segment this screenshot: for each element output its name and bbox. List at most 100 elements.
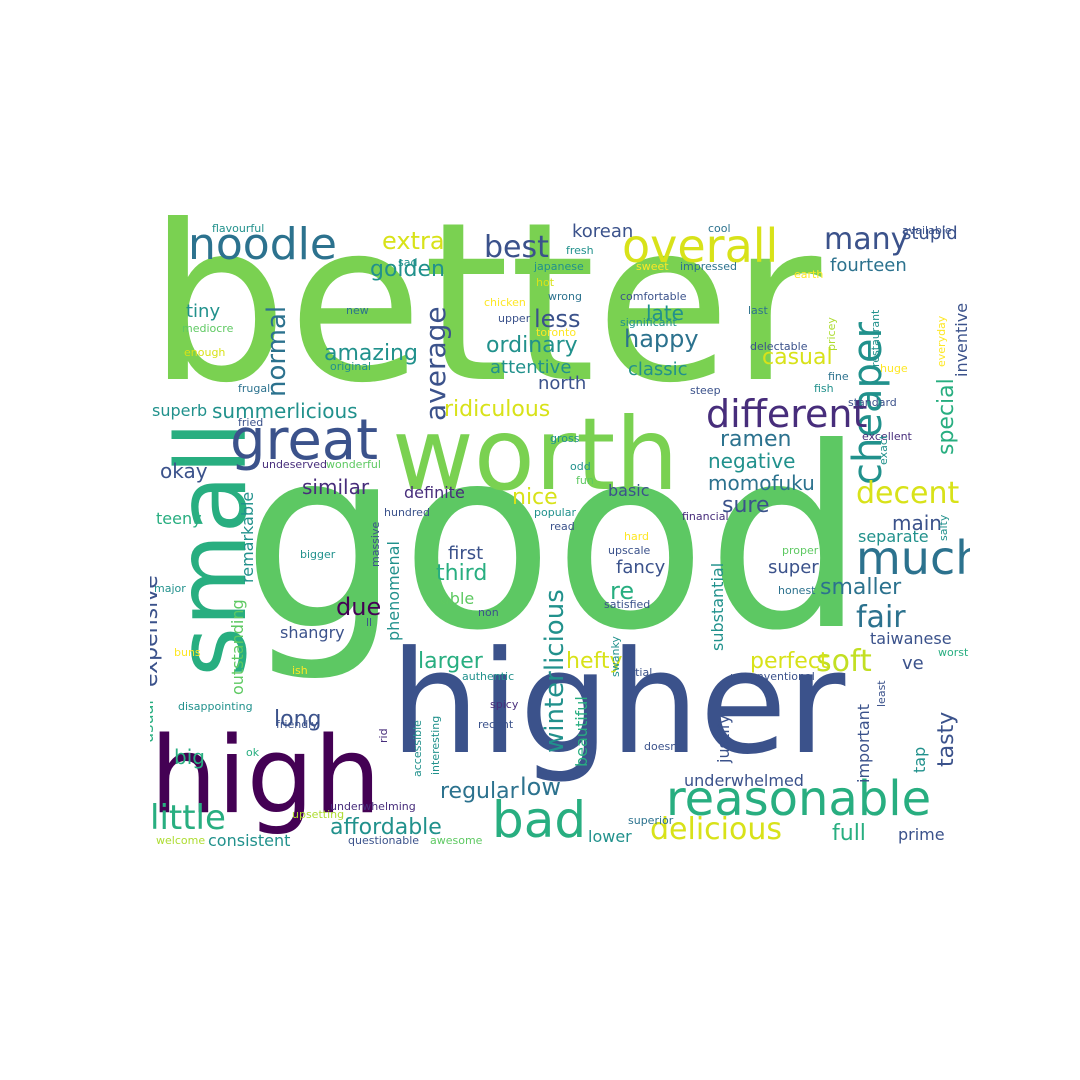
word-impressed: impressed [680,260,738,273]
word-important: important [854,703,873,783]
word-enough: enough [184,346,226,359]
word-non: non [478,606,499,619]
word-initial: initial [622,666,653,679]
word-authentic: authentic [462,670,515,683]
word-justify: justify [714,714,733,763]
word-popular: popular [534,506,576,519]
word-original: original [330,360,372,373]
word-delectable: delectable [750,340,808,353]
word-golden: golden [370,257,445,282]
word-hard: hard [624,530,650,543]
word-fish: fish [814,382,834,395]
word-extra: extra [382,227,445,255]
word-doesn: doesn [644,740,678,753]
word-buns: buns [174,646,201,659]
word-soft: soft [816,644,872,679]
word-unconventional: unconventional [730,670,815,683]
word-friendly: friendly [276,718,318,731]
word-awesome: awesome [430,834,483,847]
word-hefty: hefty [566,649,623,674]
word-everyday: everyday [935,315,948,367]
word-north: north [538,373,587,394]
word-many: many [824,222,909,257]
word-main: main [892,511,942,535]
word-little: little [150,798,226,838]
word-undeserved: undeserved [262,458,327,471]
word-rid: rid [377,728,390,743]
word-tasty: tasty [934,711,959,767]
word-upsetting: upsetting [292,808,345,821]
word-first: first [448,543,484,564]
word-basic: basic [608,481,650,500]
word-delicious: delicious [650,812,782,847]
word-outstanding: outstanding [228,599,247,695]
word-special: special [934,378,959,455]
word-korean: korean [572,221,634,242]
word-last: last [748,304,768,317]
word-stupid: stupid [902,223,958,244]
word-chicken: chicken [484,296,526,309]
word-overall: overall [622,219,779,273]
word-pricey: pricey [825,317,838,351]
word-cloud: better good higher worth high small reas… [150,215,970,855]
word-classic: classic [628,359,688,380]
word-noodle: noodle [188,219,337,270]
word-restaurant: restaurant [869,309,882,367]
word-negative: negative [708,449,796,473]
word-read: read [550,520,575,533]
word-super: super [768,557,819,578]
word-better: better [150,215,822,431]
word-decent: decent [856,476,960,511]
word-ve: ve [902,653,924,674]
word-welcome: welcome [156,834,206,847]
word-bigger: bigger [300,548,336,561]
word-satisfied: satisfied [604,598,651,611]
word-good: good [242,394,866,685]
word-larger: larger [418,649,483,674]
word-recent: recent [478,718,514,731]
word-full: full [832,821,866,846]
word-taiwanese: taiwanese [870,629,952,648]
word-ordinary: ordinary [486,333,578,358]
word-exact: exact [877,434,890,465]
word-major: major [154,582,186,595]
word-fine: fine [828,370,849,383]
word-honest: honest [778,584,816,597]
word-ramen: ramen [720,427,792,452]
word-ridiculous: ridiculous [444,397,551,422]
word-winterlicious: winterlicious [540,589,570,753]
word-regular: regular [440,779,519,804]
word-ok: ok [246,746,260,759]
word-able: able [440,589,475,608]
word-high: high [150,714,382,837]
word-re: re [610,577,635,605]
word-worth: worth [392,396,679,513]
word-new: new [346,304,369,317]
word-gross: gross [550,432,580,445]
word-due: due [336,593,382,621]
word-comfortable: comfortable [620,290,687,303]
word-accessible: accessible [411,720,424,777]
word-perfect: perfect [750,649,829,674]
word-less: less [534,305,581,333]
word-consistent: consistent [208,831,291,850]
word-sad: sad [398,256,418,269]
word-tiny: tiny [186,301,221,322]
word-affordable: affordable [330,815,442,840]
word-best: best [484,230,549,265]
word-fancy: fancy [616,557,666,578]
word-financial: financial [682,510,729,523]
word-smaller: smaller [820,575,902,600]
word-fresh: fresh [566,244,594,257]
word-superb: superb [152,401,208,420]
word-available: available [902,224,952,237]
word-prime: prime [898,825,945,844]
word-salty: salty [937,514,950,541]
word-swanky: swanky [609,636,622,677]
word-beautiful: beautiful [572,696,591,767]
word-underwhelmed: underwhelmed [684,771,804,790]
word-earth: earth [794,268,824,281]
word-sweet: sweet [636,260,669,273]
word-teeny: teeny [156,509,202,528]
word-hot: hot [536,276,555,289]
